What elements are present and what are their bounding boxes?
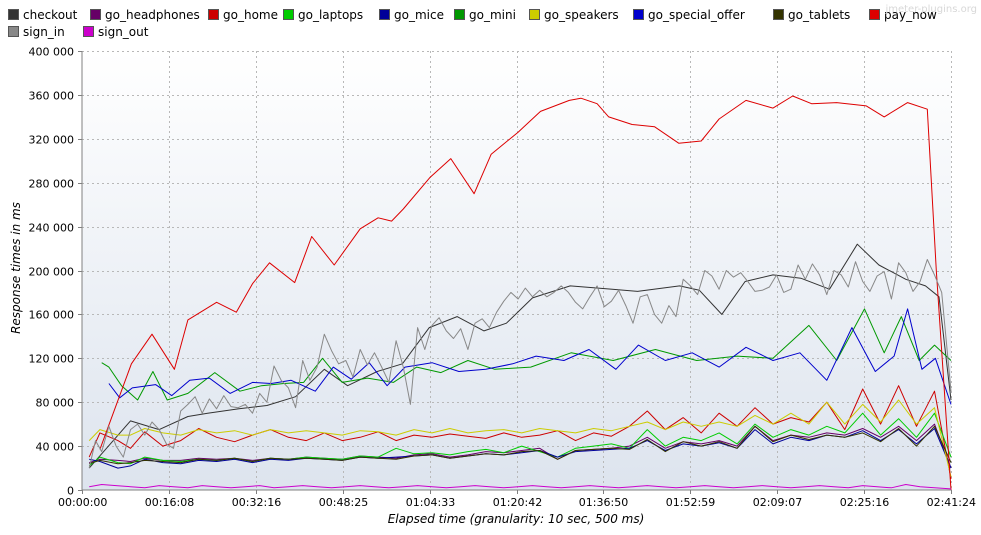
legend-label: sign_out — [98, 25, 149, 39]
series-line-go-speakers — [88, 399, 952, 477]
x-tick-label: 01:36:50 — [579, 496, 628, 509]
legend-label: go_speakers — [544, 8, 619, 22]
x-tick-label: 01:20:42 — [493, 496, 542, 509]
legend-label: checkout — [23, 8, 78, 22]
x-axis-label: Elapsed time (granularity: 10 sec, 500 m… — [388, 512, 645, 526]
x-tick-label: 00:16:08 — [145, 496, 194, 509]
legend-label: pay_now — [884, 8, 937, 22]
series-line-go-mini — [101, 308, 952, 401]
gridlines — [82, 51, 952, 490]
legend-swatch — [454, 9, 465, 20]
legend-swatch — [90, 9, 101, 20]
series-line-go-mice — [89, 428, 952, 469]
series-line-sign-out — [89, 484, 952, 490]
legend: checkout go_headphones go_home go_laptops go… — [8, 8, 937, 39]
legend-label: go_tablets — [788, 8, 850, 22]
x-tick-label: 02:25:16 — [840, 496, 889, 509]
plot-area — [82, 51, 951, 490]
y-axis-ticks: 0 40 000 80 000 120 000 160 000 200 000 240 00… — [29, 46, 82, 498]
x-tick-label: 02:41:24 — [927, 496, 976, 509]
legend-swatch — [869, 9, 880, 20]
series-line-pay-now — [99, 95, 952, 491]
y-tick-label: 80 000 — [36, 397, 75, 410]
series-line-go-headphones — [89, 423, 952, 469]
legend-label: sign_in — [23, 25, 65, 39]
y-tick-label: 0 — [67, 485, 74, 498]
y-tick-label: 40 000 — [36, 441, 75, 454]
x-tick-label: 00:00:00 — [58, 496, 107, 509]
x-tick-label: 02:09:07 — [753, 496, 802, 509]
legend-label: go_laptops — [298, 8, 363, 22]
y-tick-label: 200 000 — [29, 266, 75, 279]
watermark: jmeter-plugins.org — [884, 4, 977, 15]
legend-swatch — [83, 26, 94, 37]
series-line-go-home — [88, 385, 952, 480]
legend-swatch — [529, 9, 540, 20]
series-lines — [88, 95, 952, 491]
x-tick-label: 01:04:33 — [406, 496, 455, 509]
y-tick-label: 160 000 — [29, 309, 75, 322]
y-axis-label: Response times in ms — [9, 202, 23, 334]
x-tick-label: 01:52:59 — [666, 496, 715, 509]
legend-swatch — [208, 9, 219, 20]
legend-label: go_special_offer — [648, 8, 745, 22]
legend-label: go_mice — [394, 8, 444, 22]
y-tick-label: 280 000 — [29, 178, 75, 191]
legend-label: go_headphones — [105, 8, 200, 22]
legend-label: go_mini — [469, 8, 516, 22]
legend-swatch — [8, 26, 19, 37]
legend-label: go_home — [223, 8, 278, 22]
series-line-go-tablets — [89, 425, 952, 465]
y-tick-label: 240 000 — [29, 222, 75, 235]
series-line-go-special-offer — [108, 308, 952, 405]
x-tick-label: 00:48:25 — [319, 496, 368, 509]
legend-swatch — [283, 9, 294, 20]
series-line-sign-in — [88, 259, 952, 469]
y-tick-label: 400 000 — [29, 46, 75, 59]
legend-swatch — [8, 9, 19, 20]
legend-swatch — [633, 9, 644, 20]
legend-swatch — [379, 9, 390, 20]
legend-swatch — [773, 9, 784, 20]
y-tick-label: 120 000 — [29, 353, 75, 366]
x-axis-ticks: 00:00:00 00:16:08 00:32:16 00:48:25 01:04:33… — [58, 490, 976, 509]
y-tick-label: 320 000 — [29, 134, 75, 147]
x-tick-label: 00:32:16 — [232, 496, 281, 509]
y-tick-label: 360 000 — [29, 90, 75, 103]
